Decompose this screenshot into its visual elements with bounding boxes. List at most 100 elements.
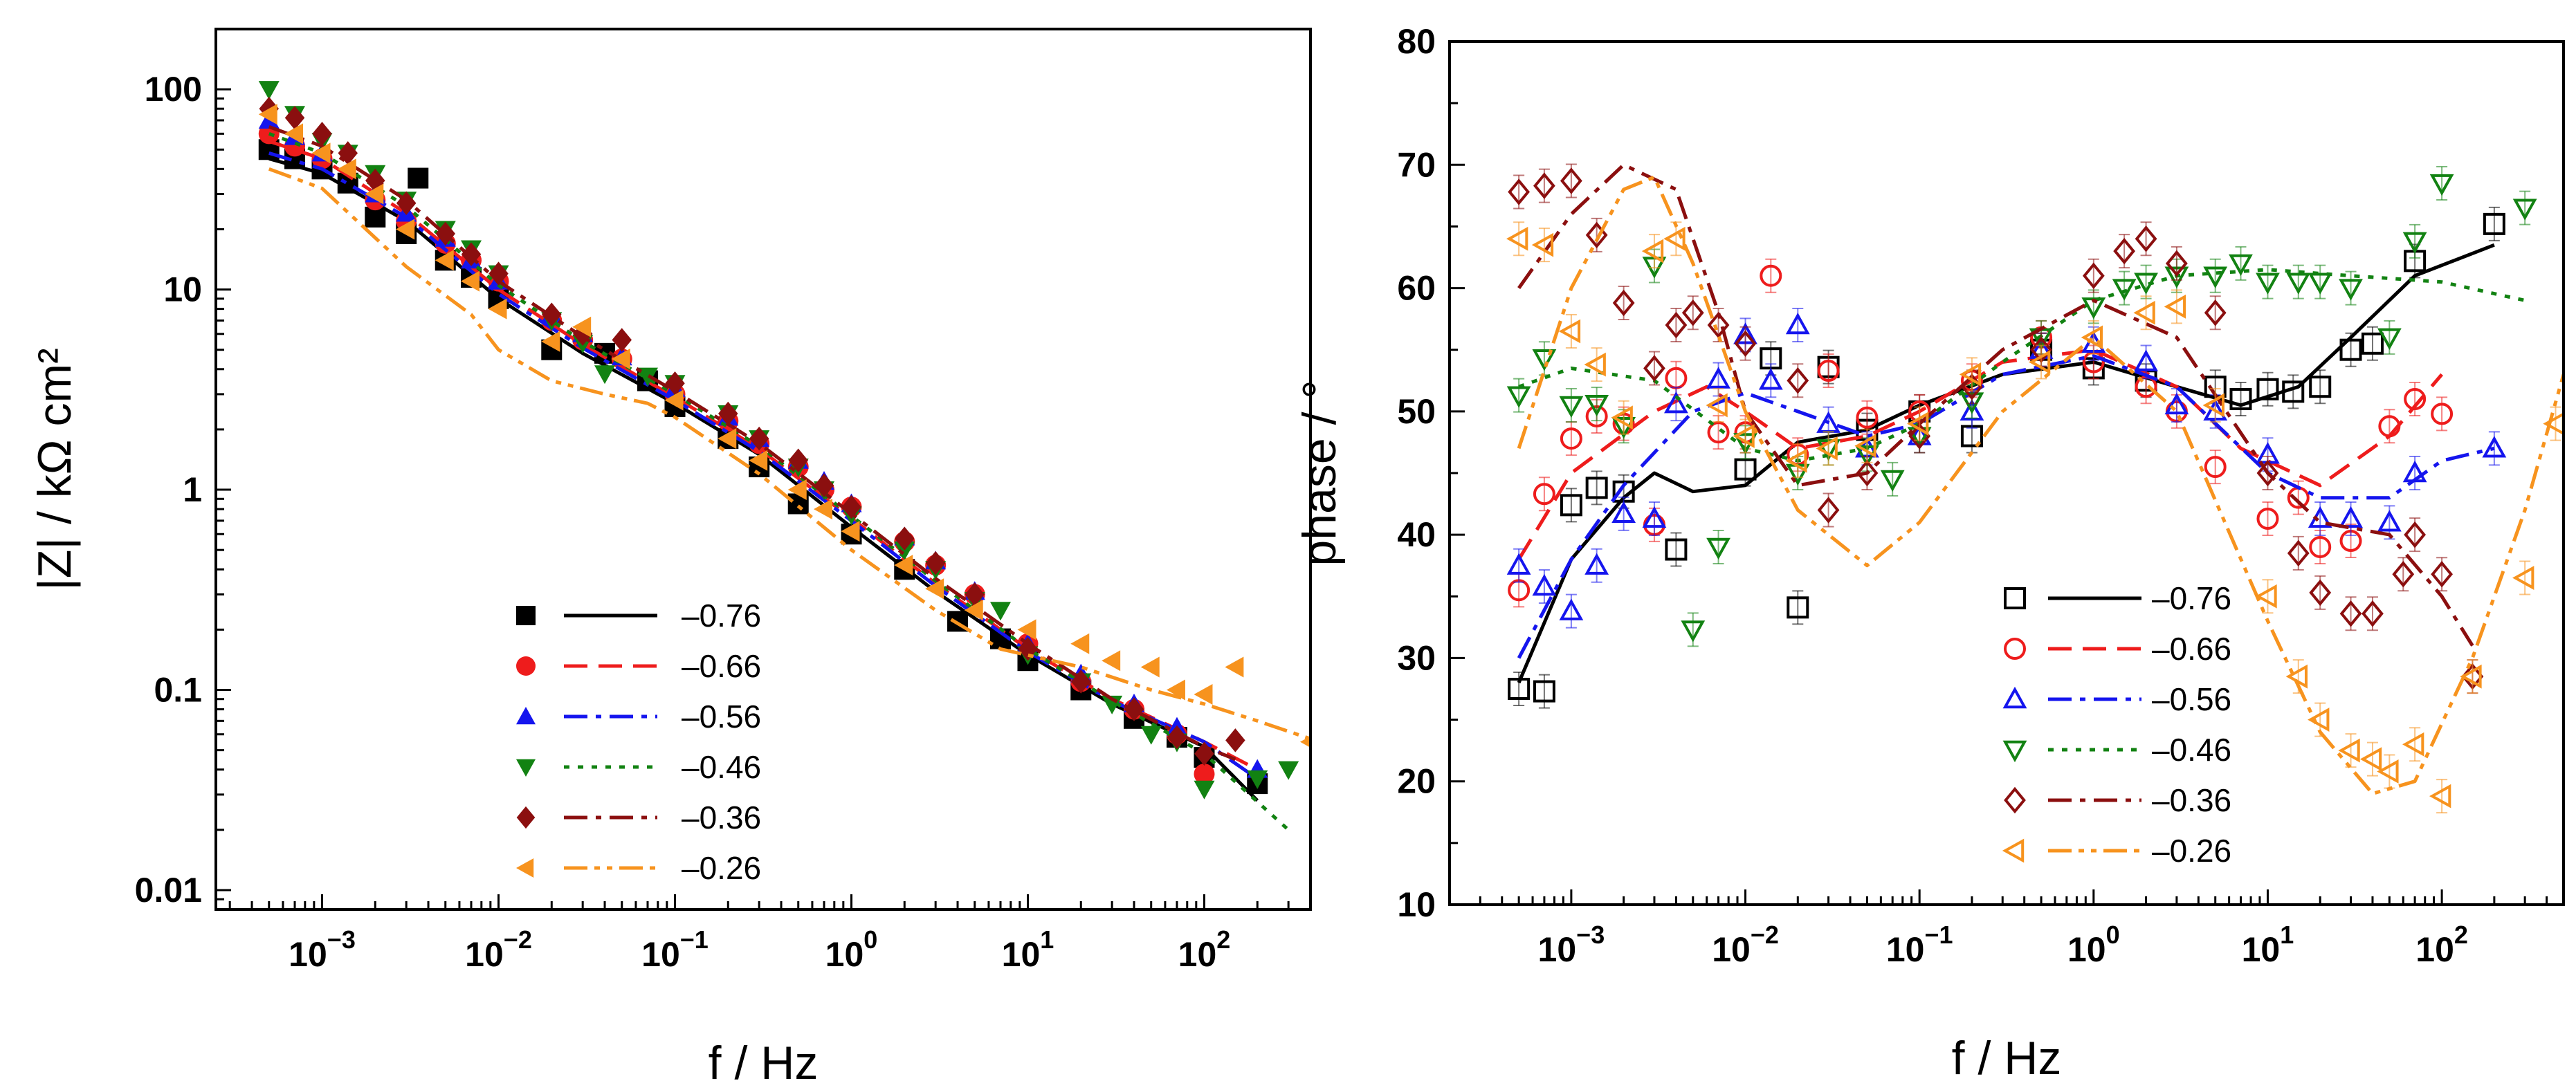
triangle-up-marker	[1532, 573, 1557, 596]
y-tick-label: 1	[183, 470, 202, 509]
diamond-marker	[1560, 167, 1582, 194]
circle-marker	[1533, 483, 1555, 506]
triangle-down-marker	[1140, 726, 1162, 745]
triangle-down-marker	[2112, 279, 2137, 301]
triangle-up-marker	[1785, 312, 1810, 335]
x-axis-title: f / Hz	[1952, 1032, 2062, 1084]
triangle-left-marker	[2460, 664, 2482, 689]
plot-area	[258, 81, 1310, 831]
square-marker	[1508, 678, 1531, 700]
triangle-down-marker	[989, 602, 1011, 621]
x-tick-base: 10	[1178, 935, 1217, 974]
y-tick-label: 20	[1397, 762, 1436, 801]
triangle-left-marker	[2028, 350, 2051, 374]
triangle-left-marker	[1225, 656, 1244, 678]
triangle-down-marker	[1559, 396, 1584, 418]
x-tick-exponent: −3	[327, 925, 356, 954]
triangle-down-marker	[516, 759, 536, 777]
triangle-left-marker	[1140, 656, 1160, 678]
diamond-marker	[2204, 299, 2227, 326]
triangle-left-marker	[516, 858, 534, 878]
diamond-marker	[814, 473, 834, 498]
x-tick-label: 100	[2067, 921, 2120, 969]
x-tick-base: 10	[2067, 930, 2106, 969]
diamond-marker	[749, 426, 769, 451]
fit-line	[1517, 354, 2495, 659]
triangle-left-marker	[925, 578, 944, 600]
diamond-marker	[2082, 262, 2105, 289]
triangle-left-marker	[718, 428, 737, 450]
diamond-marker	[2113, 237, 2136, 265]
x-tick-label: 10−1	[1886, 921, 1953, 969]
triangle-left-marker	[2377, 759, 2399, 784]
square-marker	[1533, 680, 1555, 703]
x-axis-title: f / Hz	[709, 1037, 819, 1089]
triangle-left-marker	[1584, 352, 1606, 377]
circle-marker	[1817, 360, 1840, 382]
diamond-marker	[461, 242, 482, 266]
diamond-marker	[1225, 728, 1245, 752]
diamond-marker	[2256, 459, 2279, 487]
legend-label: –0.56	[682, 699, 761, 735]
triangle-down-marker	[1194, 780, 1215, 800]
square-marker	[408, 167, 429, 189]
fit-line	[1517, 163, 2474, 647]
diamond-marker	[2431, 560, 2454, 588]
plot-area	[1506, 163, 2564, 814]
diamond-marker	[2165, 250, 2188, 277]
triangle-left-marker	[894, 555, 913, 576]
triangle-down-marker	[2256, 272, 2280, 295]
diamond-marker	[965, 582, 985, 607]
y-tick-label: 10	[1397, 885, 1436, 924]
diamond-marker	[2339, 600, 2362, 627]
fit-line	[1518, 268, 2525, 463]
triangle-up-marker	[1642, 506, 1667, 528]
x-tick-base: 10	[641, 935, 680, 974]
triangle-down-marker	[894, 542, 915, 561]
diamond-marker	[788, 448, 808, 472]
triangle-left-marker	[1166, 679, 1185, 701]
x-tick-exponent: 2	[1216, 925, 1230, 954]
legend-entry: –0.76	[516, 598, 761, 634]
x-tick-base: 10	[825, 935, 864, 974]
x-tick-label: 10−1	[641, 925, 709, 974]
triangle-left-marker	[2255, 584, 2277, 609]
triangle-left-marker	[1816, 436, 1838, 461]
square-marker	[2309, 376, 2332, 398]
triangle-left-marker	[1558, 319, 1581, 344]
circle-marker	[2309, 535, 2332, 558]
triangle-down-marker	[2308, 272, 2332, 295]
triangle-down-marker	[2002, 740, 2027, 763]
x-tick-base: 10	[1538, 930, 1577, 969]
legend-entry: –0.26	[2002, 833, 2231, 869]
legend-label: –0.56	[2152, 681, 2231, 717]
legend-label: –0.76	[682, 598, 761, 634]
triangle-up-marker	[1506, 553, 1531, 575]
triangle-down-marker	[637, 367, 659, 387]
square-marker	[2361, 332, 2384, 355]
triangle-down-marker	[2203, 266, 2228, 288]
triangle-left-marker	[2285, 664, 2308, 689]
triangle-up-marker	[2339, 506, 2363, 528]
legend-entry: –0.76	[2004, 580, 2231, 616]
legend: –0.76 –0.66 –0.56 –0.46 –0.36 –0.26	[516, 598, 761, 886]
legend-entry: –0.36	[2004, 782, 2231, 818]
circle-marker	[1760, 264, 1782, 287]
x-tick-exponent: 0	[864, 925, 877, 954]
triangle-left-marker	[365, 183, 384, 205]
triangle-left-marker	[396, 219, 415, 240]
diamond-marker	[612, 328, 632, 352]
legend-label: –0.46	[2152, 732, 2231, 768]
triangle-down-marker	[2229, 254, 2253, 277]
square-marker	[2282, 380, 2305, 403]
diamond-marker	[2309, 579, 2332, 607]
square-marker	[1560, 494, 1582, 517]
series-triangle-left	[258, 104, 1310, 748]
circle-marker	[2004, 638, 2026, 660]
triangle-left-marker	[1611, 405, 1633, 430]
diamond-marker	[1681, 299, 1704, 326]
x-tick-label: 10−3	[1538, 921, 1605, 969]
triangle-up-marker	[1706, 367, 1730, 389]
x-tick-exponent: 2	[2454, 921, 2468, 949]
